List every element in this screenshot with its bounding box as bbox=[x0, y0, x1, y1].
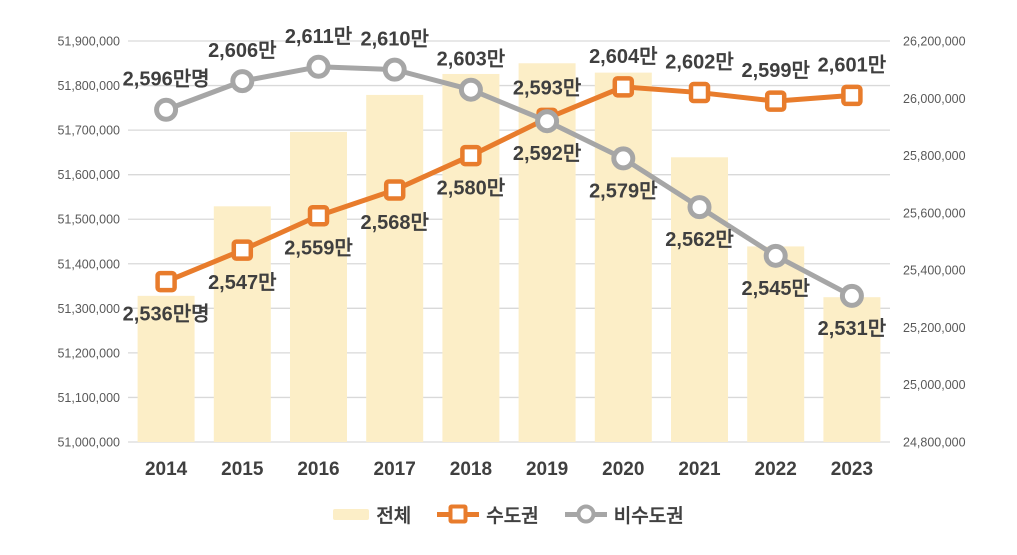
수도권-marker-2018 bbox=[460, 144, 482, 167]
circle-marker-icon bbox=[576, 504, 596, 524]
수도권-marker-2020 bbox=[612, 76, 635, 98]
x-axis-label-2018: 2018 bbox=[450, 459, 492, 480]
x-axis-label-2015: 2015 bbox=[221, 459, 264, 480]
left-axis-tick-label: 51,300,000 bbox=[57, 302, 120, 316]
수도권-data-label-2015: 2,547만 bbox=[208, 271, 277, 294]
total-bar-2014 bbox=[137, 295, 195, 442]
total-bar-2018 bbox=[442, 73, 500, 443]
x-axis-label-2014: 2014 bbox=[145, 459, 188, 480]
비수도권-marker-2021 bbox=[687, 195, 712, 220]
right-axis-tick-label: 25,400,000 bbox=[903, 264, 966, 278]
수도권-data-label-2018: 2,580만 bbox=[437, 177, 506, 200]
비수도권-marker-2017 bbox=[382, 57, 407, 82]
circle-marker-line-icon bbox=[564, 504, 607, 524]
right-axis-tick-label: 25,800,000 bbox=[903, 149, 966, 163]
수도권-data-label-2017: 2,568만 bbox=[360, 211, 429, 234]
비수도권-data-label-2021: 2,562만 bbox=[665, 228, 734, 251]
수도권-marker-2014 bbox=[155, 270, 177, 293]
x-axis-label-2020: 2020 bbox=[602, 459, 644, 480]
left-axis-tick-label: 51,400,000 bbox=[57, 257, 120, 271]
x-axis-label-2021: 2021 bbox=[678, 459, 721, 480]
total-bar-2023 bbox=[823, 297, 881, 442]
비수도권-marker-2014 bbox=[154, 97, 179, 122]
비수도권-data-label-2020: 2,579만 bbox=[589, 179, 658, 202]
비수도권-marker-2015 bbox=[230, 69, 255, 94]
수도권-data-label-2020: 2,604만 bbox=[589, 45, 658, 68]
square-marker-icon bbox=[448, 504, 468, 524]
비수도권-marker-2019 bbox=[535, 109, 560, 134]
수도권-data-label-2016: 2,559만 bbox=[284, 237, 353, 260]
수도권-data-label-2019: 2,593만 bbox=[513, 76, 582, 99]
total-bar-2020 bbox=[594, 72, 652, 442]
비수도권-data-label-2016: 2,611만 bbox=[285, 25, 353, 48]
legend-label-total: 전체 bbox=[376, 505, 412, 527]
total-bar-2016 bbox=[290, 131, 347, 443]
bar-swatch-icon bbox=[333, 508, 370, 520]
right-axis-tick-label: 25,000,000 bbox=[903, 378, 966, 392]
수도권-marker-2023 bbox=[841, 84, 863, 107]
x-axis-label-2022: 2022 bbox=[755, 459, 797, 480]
비수도권-data-label-2014: 2,596만명 bbox=[123, 68, 210, 91]
legend-label-nonmetro: 비수도권 bbox=[613, 505, 684, 527]
legend-item-total: 전체 bbox=[333, 501, 411, 528]
비수도권-marker-2023 bbox=[839, 283, 864, 308]
left-axis-tick-label: 51,700,000 bbox=[57, 124, 120, 138]
left-axis-tick-label: 51,100,000 bbox=[57, 391, 120, 405]
left-axis-tick-label: 51,900,000 bbox=[57, 35, 120, 49]
x-axis-label-2017: 2017 bbox=[374, 459, 416, 480]
수도권-marker-2015 bbox=[231, 239, 254, 261]
수도권-line bbox=[163, 84, 855, 285]
x-axis-label-2016: 2016 bbox=[297, 459, 339, 480]
legend-label-metro: 수도권 bbox=[486, 505, 539, 527]
right-axis-tick-label: 25,600,000 bbox=[903, 206, 966, 220]
left-axis-tick-label: 51,800,000 bbox=[57, 79, 120, 93]
비수도권-marker-2022 bbox=[763, 243, 788, 268]
square-marker-line-icon bbox=[437, 504, 480, 524]
total-bar-2017 bbox=[366, 94, 424, 442]
비수도권-data-label-2019: 2,592만 bbox=[513, 142, 582, 165]
비수도권-marker-2018 bbox=[458, 77, 483, 102]
비수도권-marker-2016 bbox=[306, 54, 331, 79]
수도권-data-label-2014: 2,536만명 bbox=[123, 303, 210, 326]
right-axis-tick-label: 26,200,000 bbox=[903, 35, 966, 49]
legend-item-nonmetro: 비수도권 bbox=[564, 501, 684, 528]
비수도권-data-label-2017: 2,610만 bbox=[360, 28, 429, 51]
비수도권-data-label-2022: 2,545만 bbox=[741, 277, 810, 300]
left-axis-tick-label: 51,000,000 bbox=[57, 436, 120, 450]
수도권-marker-2022 bbox=[764, 90, 787, 112]
수도권-marker-2021 bbox=[688, 81, 711, 104]
비수도권-data-label-2023: 2,531만 bbox=[818, 317, 887, 340]
right-axis-tick-label: 25,200,000 bbox=[903, 321, 966, 335]
수도권-marker-2017 bbox=[383, 179, 406, 201]
비수도권-data-label-2018: 2,603만 bbox=[437, 48, 506, 71]
수도권-data-label-2023: 2,601만 bbox=[818, 53, 887, 76]
total-bar-2022 bbox=[747, 246, 805, 442]
수도권-marker-2016 bbox=[307, 204, 330, 227]
population-combo-chart: 51,000,000 51,100,000 51,200,000 51,300,000… bbox=[57, 25, 966, 480]
비수도권-data-label-2015: 2,606만 bbox=[208, 39, 277, 62]
x-axis-label-2019: 2019 bbox=[526, 459, 568, 480]
chart-legend: 전체 수도권 비수도권 bbox=[0, 497, 1017, 531]
left-axis-tick-label: 51,200,000 bbox=[57, 346, 120, 360]
수도권-data-label-2022: 2,599만 bbox=[741, 59, 810, 82]
right-axis-tick-label: 24,800,000 bbox=[903, 436, 966, 450]
right-axis-tick-label: 26,000,000 bbox=[903, 92, 966, 106]
left-axis-tick-label: 51,600,000 bbox=[57, 168, 120, 182]
비수도권-line bbox=[163, 64, 855, 299]
left-axis-tick-label: 51,500,000 bbox=[57, 213, 120, 227]
x-axis-label-2023: 2023 bbox=[831, 459, 873, 480]
비수도권-marker-2020 bbox=[611, 146, 636, 171]
수도권-data-label-2021: 2,602만 bbox=[665, 51, 734, 74]
legend-item-metro: 수도권 bbox=[437, 501, 539, 528]
